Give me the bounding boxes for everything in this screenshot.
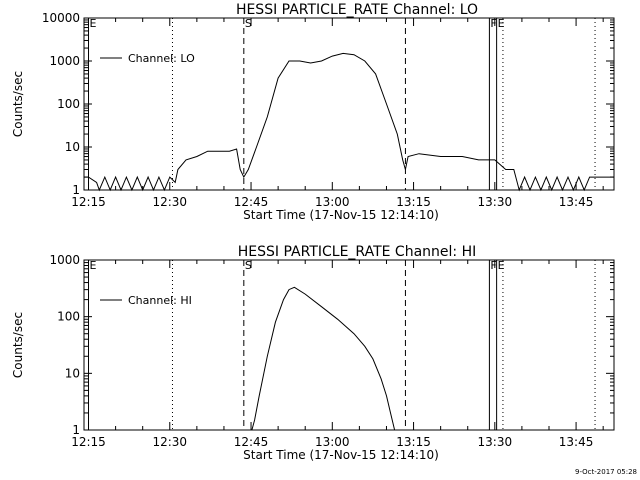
x-tick-label: 12:30: [152, 435, 187, 449]
y-tick-label: 10: [65, 366, 80, 380]
x-tick-label: 12:30: [152, 195, 187, 209]
y-tick-label: 100: [57, 310, 80, 324]
x-tick-label: 13:45: [559, 435, 594, 449]
footer-date: 9-Oct-2017 05:28: [575, 468, 637, 476]
y-tick-label: 1000: [49, 253, 80, 267]
x-axis-label: Start Time (17-Nov-15 12:14:10): [243, 208, 439, 222]
series-line: [251, 286, 396, 431]
event-marker-label: E: [90, 17, 97, 30]
x-tick-label: 13:45: [559, 195, 594, 209]
event-marker-label: E: [90, 259, 97, 272]
event-marker-label: S: [245, 259, 252, 272]
event-marker-label: F: [490, 259, 496, 272]
legend-label: Channel: LO: [128, 52, 195, 65]
series-line: [84, 52, 614, 192]
chart-title: HESSI PARTICLE_RATE Channel: HI: [238, 244, 476, 260]
y-tick-label: 1: [72, 183, 80, 197]
y-axis-label: Counts/sec: [11, 312, 25, 378]
x-tick-label: 13:00: [315, 435, 350, 449]
x-tick-label: 12:45: [234, 435, 269, 449]
y-tick-label: 100: [57, 97, 80, 111]
x-tick-label: 13:00: [315, 195, 350, 209]
x-tick-label: 12:15: [71, 195, 106, 209]
x-tick-label: 13:30: [478, 195, 513, 209]
panel-hi: HESSI PARTICLE_RATE Channel: HI 1 10 100 100…: [11, 244, 615, 462]
panel-lo: HESSI PARTICLE_RATE Channel: LO 1 10 100 100…: [11, 2, 615, 222]
chart-title: HESSI PARTICLE_RATE Channel: LO: [236, 2, 478, 18]
x-tick-label: 12:15: [71, 435, 106, 449]
event-marker-label: E: [498, 259, 505, 272]
event-marker-label: F: [490, 17, 496, 30]
y-axis-label: Counts/sec: [11, 71, 25, 137]
event-marker-label: S: [245, 17, 252, 30]
x-tick-label: 13:30: [478, 435, 513, 449]
y-tick-label: 1000: [49, 54, 80, 68]
y-tick-label: 10: [65, 140, 80, 154]
y-tick-label: 1: [72, 423, 80, 437]
legend-label: Channel: HI: [128, 294, 192, 307]
event-marker-label: E: [498, 17, 505, 30]
x-tick-label: 12:45: [234, 195, 269, 209]
x-tick-label: 13:15: [396, 195, 431, 209]
y-tick-label: 10000: [42, 11, 80, 25]
plot-frame: [83, 17, 615, 191]
x-tick-label: 13:15: [396, 435, 431, 449]
plot-frame: [83, 259, 615, 431]
x-axis-label: Start Time (17-Nov-15 12:14:10): [243, 448, 439, 462]
